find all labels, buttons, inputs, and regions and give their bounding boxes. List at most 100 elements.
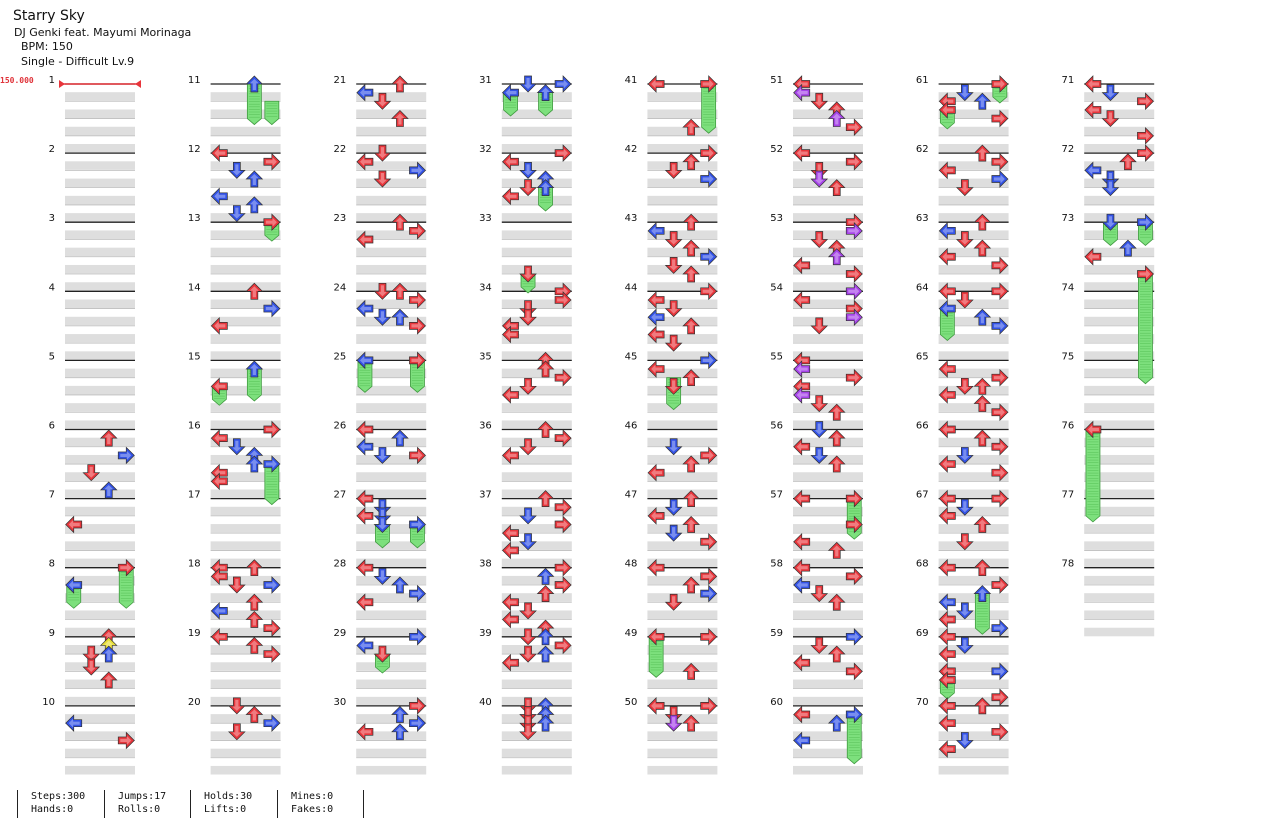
measure-number: 66 [916, 421, 929, 432]
note-right-arrow [845, 152, 863, 171]
beat-shade [356, 593, 427, 602]
measure-number: 58 [770, 559, 783, 570]
note-left-arrow [647, 558, 665, 577]
measure-11: 11 [188, 75, 281, 153]
note-left-arrow [502, 152, 519, 171]
note-left-arrow [793, 489, 811, 508]
measure-23: 23 [333, 213, 427, 291]
note-right-arrow [263, 455, 281, 473]
note-up-arrow [973, 308, 992, 326]
measure-number: 53 [770, 213, 783, 224]
beat-shade [356, 368, 427, 378]
beat-shade [65, 696, 135, 706]
note-up-arrow [973, 559, 992, 577]
note-up-arrow [827, 429, 846, 447]
note-right-arrow [845, 662, 863, 681]
stat-fakes: Fakes:0 [291, 804, 334, 815]
note-left-arrow [938, 714, 956, 733]
note-left-arrow [938, 627, 956, 646]
beat-shade [210, 696, 281, 706]
beat-shade [647, 213, 718, 222]
beat-shade [1084, 144, 1155, 153]
beat-shade [65, 109, 135, 119]
note-left-arrow [938, 360, 956, 378]
note-down-arrow [519, 628, 537, 646]
beat-shade [1084, 178, 1155, 188]
note-left-arrow [356, 593, 374, 612]
beat-shade [1084, 472, 1155, 481]
note-down-arrow [228, 697, 246, 715]
note-up-arrow [391, 723, 409, 741]
beat-shade [501, 420, 572, 429]
note-down-arrow [956, 498, 974, 516]
note-up-arrow [682, 714, 700, 732]
note-right-arrow [409, 161, 426, 180]
note-left-arrow [938, 247, 956, 266]
beat-shade [65, 679, 135, 689]
beat-shade [647, 506, 718, 516]
note-right-arrow [1137, 144, 1154, 162]
beat-shade [938, 748, 1009, 758]
difficulty-label: Single - Difficult Lv.9 [21, 55, 135, 68]
beat-shade [938, 765, 1009, 775]
note-up-arrow [973, 585, 992, 602]
note-down-arrow [956, 84, 974, 102]
measure-number: 48 [625, 559, 638, 570]
note-left-arrow [647, 463, 665, 482]
note-right-arrow [845, 308, 863, 327]
note-down-arrow [519, 533, 537, 551]
note-up-arrow [973, 395, 992, 412]
beat-shade [65, 230, 135, 239]
note-right-arrow [991, 437, 1009, 456]
measure-number: 75 [1061, 351, 1074, 362]
note-down-arrow [373, 92, 392, 110]
beat-shade [65, 213, 135, 222]
note-right-arrow [117, 731, 135, 750]
beat-shade [938, 264, 1009, 274]
beat-shade [793, 403, 863, 412]
beat-shade [356, 627, 427, 637]
beat-shade [501, 230, 572, 239]
beat-shade [210, 299, 281, 309]
note-left-arrow [1084, 101, 1102, 119]
measure-number: 68 [916, 559, 929, 570]
beat-shade [938, 524, 1009, 533]
beat-shade [210, 92, 281, 101]
beat-shade [647, 195, 718, 205]
note-right-arrow [409, 584, 426, 603]
note-left-arrow [793, 437, 811, 456]
beat-shade [1084, 299, 1155, 309]
note-down-arrow [228, 723, 246, 741]
note-up-arrow [391, 110, 409, 127]
note-right-arrow [1137, 92, 1154, 111]
bpm-change-marker: 150.000 [0, 76, 34, 85]
beat-shade [501, 731, 572, 740]
note-left-arrow [938, 740, 956, 758]
bpm-label: BPM: 150 [21, 40, 73, 53]
beat-shade [1084, 454, 1155, 464]
beat-shade [1084, 489, 1155, 499]
note-down-arrow [1101, 179, 1120, 197]
note-left-arrow [938, 507, 956, 525]
note-right-arrow [700, 697, 718, 715]
beat-shade [793, 541, 863, 550]
beat-shade [793, 299, 863, 309]
measure-number: 15 [188, 351, 201, 362]
beat-shade [356, 92, 427, 101]
beat-shade [356, 610, 427, 620]
note-up-arrow [682, 118, 700, 136]
beat-shade [938, 420, 1009, 429]
beat-shade [938, 679, 1009, 689]
beat-shade [647, 575, 718, 585]
note-left-arrow [938, 221, 956, 240]
beat-shade [1084, 109, 1155, 119]
beat-shade [356, 714, 427, 723]
measure-number: 76 [1061, 421, 1074, 432]
note-right-arrow [991, 403, 1009, 422]
note-down-arrow [519, 438, 537, 456]
note-left-arrow [502, 386, 519, 404]
note-down-arrow [519, 645, 537, 663]
note-up-arrow [245, 559, 264, 577]
note-right-arrow [409, 446, 426, 465]
measure-77: 77 [1061, 490, 1155, 568]
